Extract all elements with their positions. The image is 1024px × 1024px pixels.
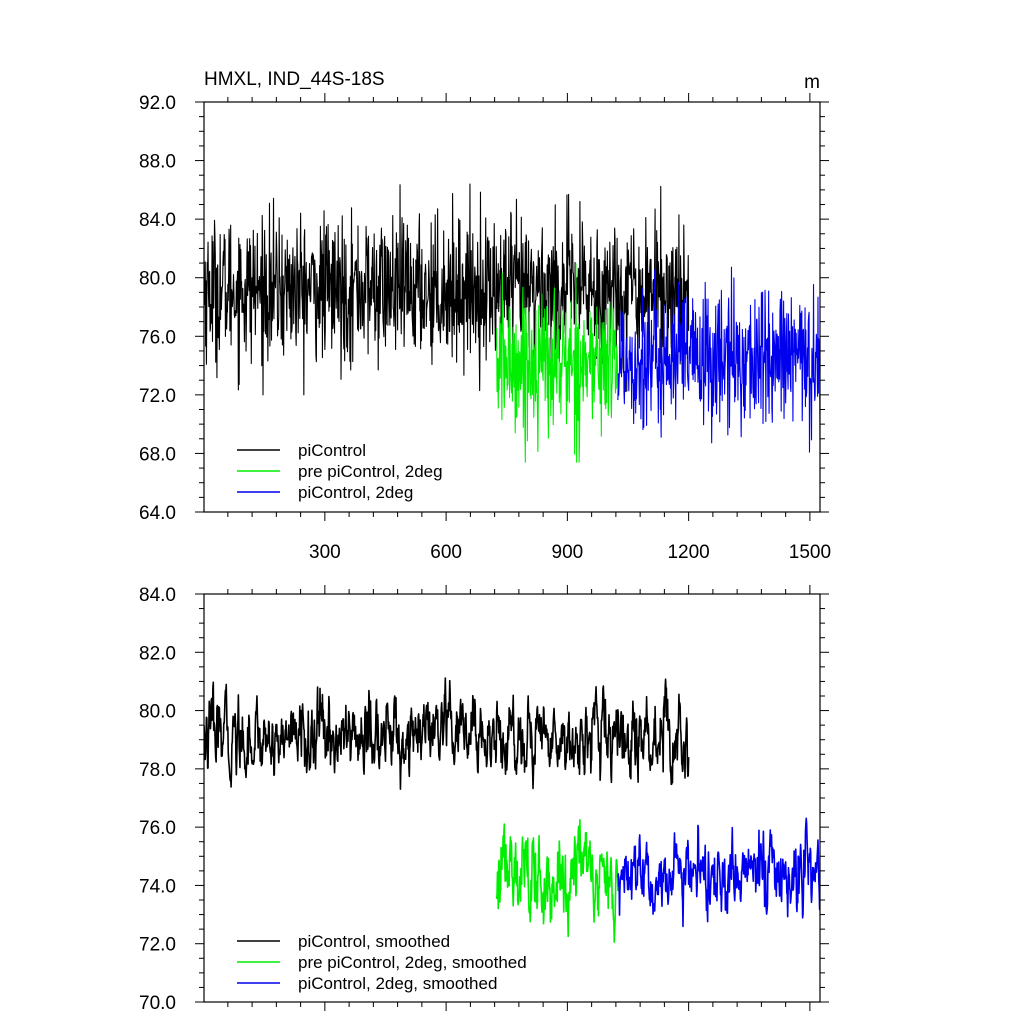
axes: 70.0 72.0 74.0 76.0 78.0 80.0 82.0 84.0 [139,585,829,1014]
legend-label: piControl, smoothed [298,932,450,951]
legend-label: piControl [298,441,366,460]
series-line-0 [204,677,690,790]
chart-title: HMXL, IND_44S-18S [204,69,385,90]
legend-label: pre piControl, 2deg, smoothed [298,953,527,972]
x-tick-label: 1500 [789,542,831,563]
series-line-1 [495,818,619,943]
y-tick-label: 64.0 [139,503,176,524]
y-tick-label: 84.0 [139,210,176,231]
y-tick-label: 76.0 [139,327,176,348]
series-group [204,677,820,943]
series-line-2 [617,817,820,928]
legend-label: pre piControl, 2deg [298,462,443,481]
y-tick-label: 74.0 [139,876,176,897]
y-tick-label: 72.0 [139,386,176,407]
y-tick-label: 84.0 [139,585,176,606]
y-tick-label: 70.0 [139,993,176,1014]
axes: 64.0 68.0 72.0 76.0 80.0 84.0 88.0 92.0 300 600 90… [139,93,831,563]
plot-frame [203,593,821,1003]
y-tick-label: 82.0 [139,643,176,664]
series-group [204,183,820,463]
x-tick-label: 900 [552,542,584,563]
units-label: m [804,72,820,93]
legend: piControl pre piControl, 2deg piControl, 2… [237,441,443,502]
y-tick-label: 68.0 [139,444,176,465]
y-tick-label: 76.0 [139,818,176,839]
top-panel: 64.0 68.0 72.0 76.0 80.0 84.0 88.0 92.0 300 600 90… [139,69,831,563]
y-tick-label: 92.0 [139,93,176,114]
legend-label: piControl, 2deg [298,483,413,502]
series-line-1 [496,263,619,463]
y-tick-label: 80.0 [139,702,176,723]
x-tick-label: 300 [309,542,341,563]
legend-label: piControl, 2deg, smoothed [298,974,497,993]
y-tick-label: 88.0 [139,152,176,173]
x-tick-label: 1200 [667,542,709,563]
legend: piControl, smoothed pre piControl, 2deg, … [237,932,527,993]
x-tick-label: 600 [430,542,462,563]
y-tick-label: 72.0 [139,935,176,956]
series-line-0 [204,183,690,396]
bottom-panel: 70.0 72.0 74.0 76.0 78.0 80.0 82.0 84.0 piContro… [139,585,829,1014]
y-tick-label: 80.0 [139,269,176,290]
series-line-2 [617,266,820,453]
y-tick-label: 78.0 [139,760,176,781]
